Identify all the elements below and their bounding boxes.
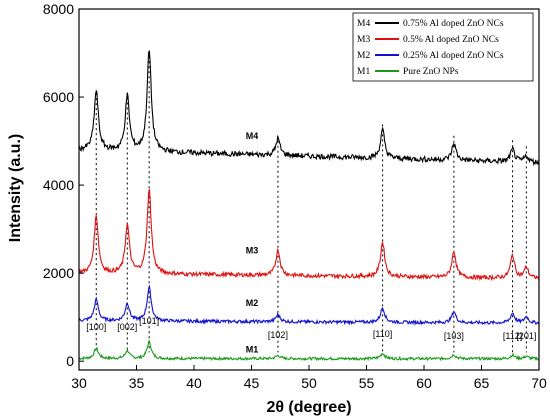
series-line-M1: [78, 339, 539, 362]
peak-label: [100]: [86, 322, 106, 332]
curve-label-M1: M1: [246, 344, 259, 354]
peak-guide-lines: [95, 51, 527, 353]
legend-id-M2: M2: [357, 51, 370, 61]
x-tick-label: 65: [474, 375, 490, 391]
peak-label: [112]: [503, 331, 522, 341]
x-tick-label: 45: [244, 375, 260, 391]
series-group: [78, 50, 540, 362]
y-axis: 0 2000 4000 6000 8000: [43, 1, 84, 369]
peak-label: [103]: [444, 331, 464, 341]
series-line-M4: [78, 50, 540, 167]
x-tick-label: 50: [301, 375, 317, 391]
y-tick-label: 4000: [43, 177, 74, 193]
peak-label: [102]: [268, 330, 288, 340]
x-axis: 30 35 40 45 50 55 60 65 70: [71, 365, 547, 391]
legend-label-M4: 0.75% Al doped ZnO NCs: [403, 19, 504, 29]
x-axis-title: 2θ (degree): [266, 399, 351, 416]
legend-id-M1: M1: [357, 67, 370, 77]
legend-label-M2: 0.25% Al doped ZnO NCs: [403, 51, 504, 61]
x-tick-label: 40: [186, 375, 202, 391]
y-tick-label: 2000: [43, 265, 74, 281]
legend-id-M4: M4: [357, 19, 370, 29]
legend-label-M3: 0.5% Al doped ZnO NCs: [403, 35, 499, 45]
peak-label: [201]: [516, 331, 536, 341]
legend-box: [352, 12, 534, 82]
peak-label: [101]: [139, 316, 159, 326]
legend-id-M3: M3: [357, 35, 370, 45]
peak-label: [002]: [117, 322, 137, 332]
y-tick-label: 6000: [43, 89, 74, 105]
curve-label-M4: M4: [246, 131, 259, 141]
x-tick-label: 70: [531, 375, 547, 391]
curve-label-M3: M3: [246, 245, 259, 255]
legend-label-M1: Pure ZnO NPs: [403, 67, 459, 77]
legend: M4 0.75% Al doped ZnO NCs M3 0.5% Al doped …: [352, 12, 534, 82]
x-tick-label: 30: [71, 375, 87, 391]
y-tick-label: 0: [66, 353, 74, 369]
x-tick-label: 60: [416, 375, 432, 391]
x-tick-label: 35: [129, 375, 145, 391]
peak-label: [110]: [373, 329, 392, 339]
peak-labels: [100] [002][101] [102] [110] [103] [112][201]: [86, 316, 536, 341]
y-tick-label: 8000: [43, 1, 74, 17]
series-line-M2: [78, 284, 540, 326]
y-axis-title: Intensity (a.u.): [7, 134, 24, 242]
curve-labels: M1 M2 M3 M4: [246, 131, 259, 355]
series-line-M3: [78, 188, 540, 282]
curve-label-M2: M2: [246, 298, 259, 308]
x-tick-label: 55: [359, 375, 375, 391]
